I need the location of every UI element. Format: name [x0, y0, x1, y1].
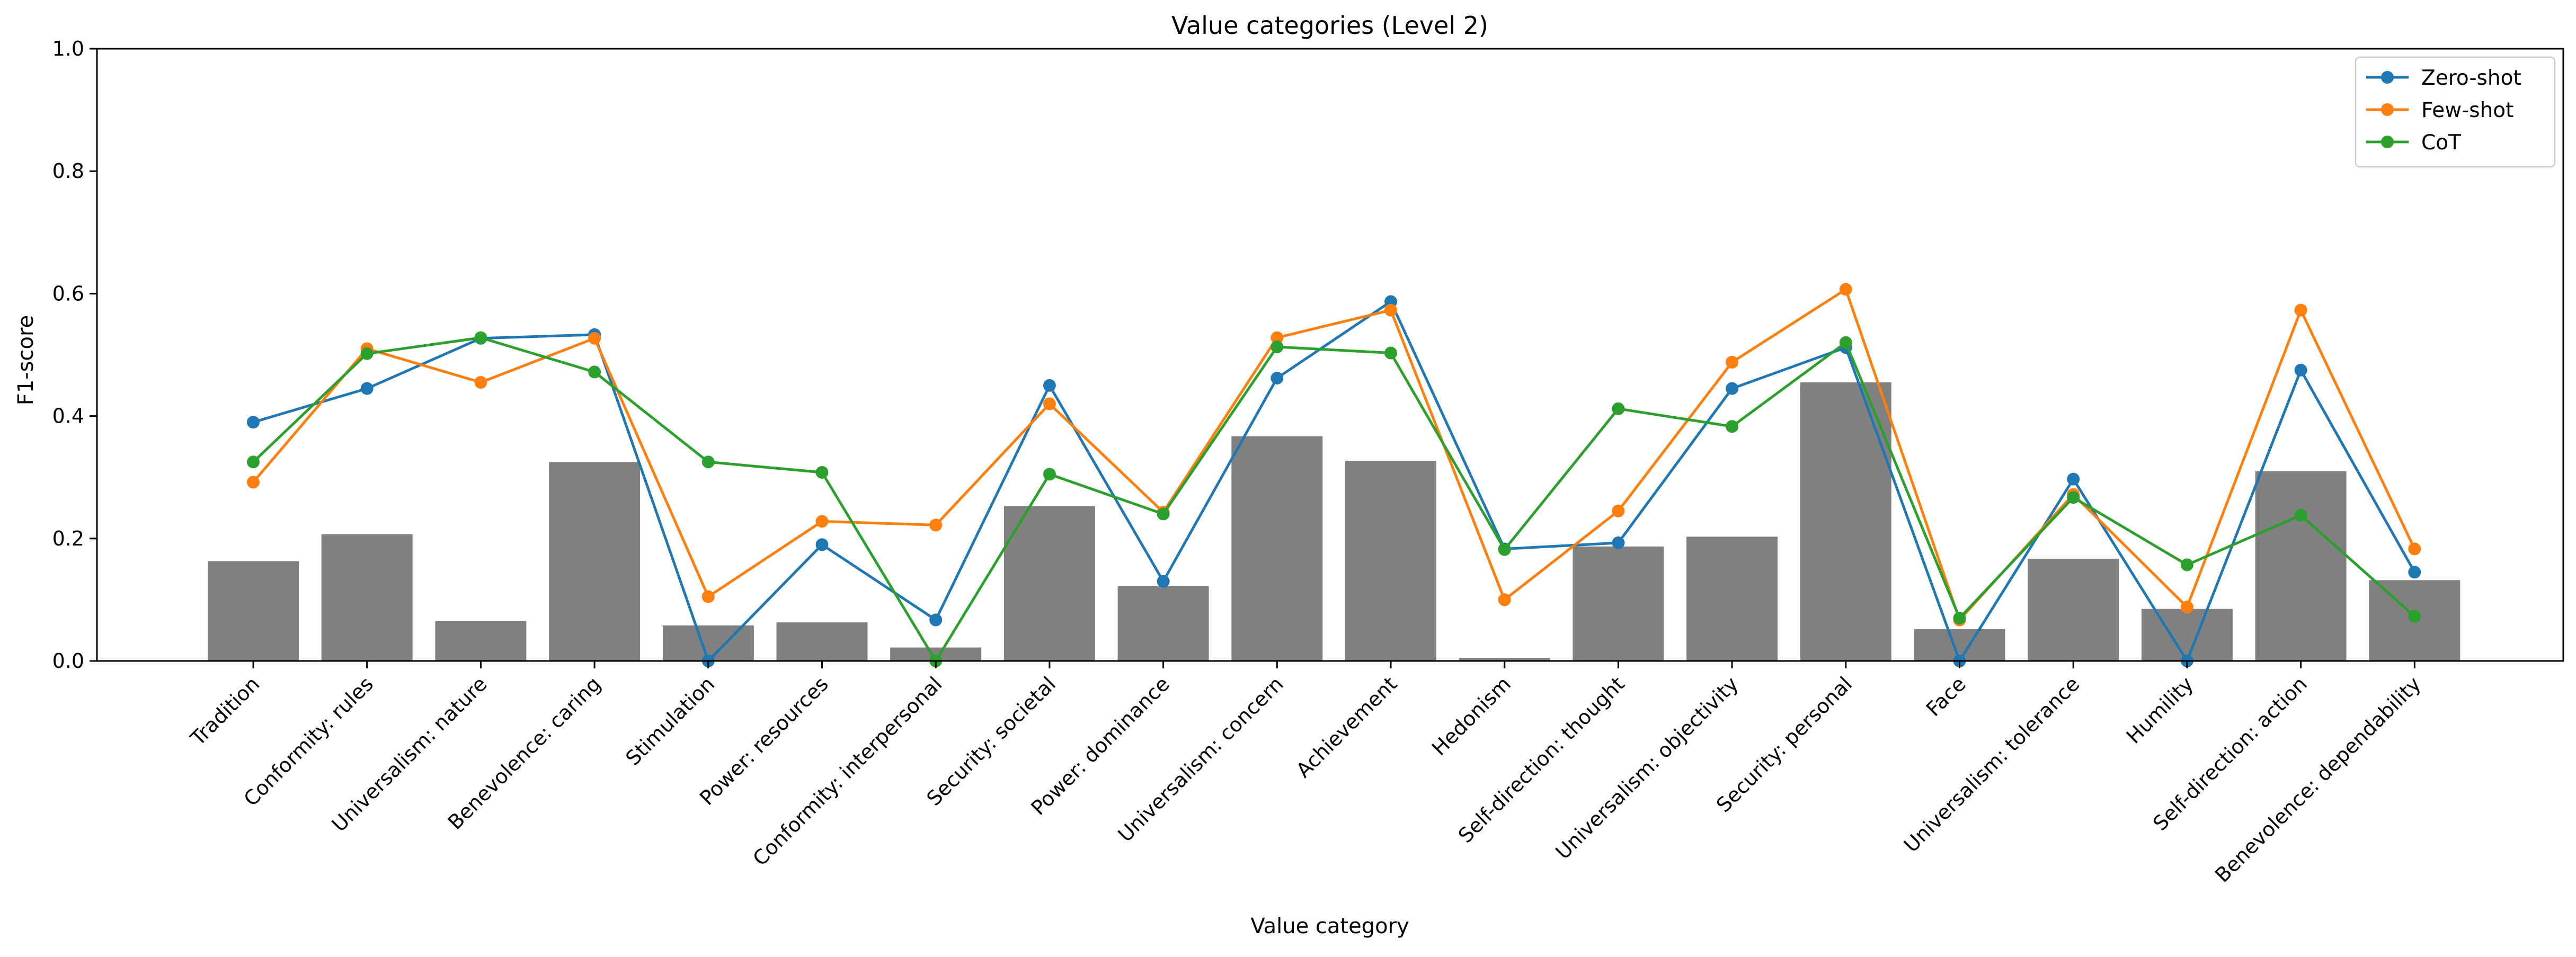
data-point	[1157, 507, 1170, 521]
data-point	[247, 455, 260, 469]
y-tick-label: 0.0	[52, 649, 84, 673]
data-point	[1839, 283, 1852, 296]
bar	[1459, 658, 1550, 661]
bar	[1117, 586, 1209, 661]
data-point	[929, 518, 943, 532]
chart-title: Value categories (Level 2)	[1171, 11, 1488, 40]
data-point	[1498, 593, 1511, 606]
legend-label: Few-shot	[2421, 99, 2513, 122]
y-tick-label: 0.2	[52, 527, 84, 550]
bar	[549, 462, 641, 661]
data-point	[474, 376, 487, 389]
legend-marker	[2381, 71, 2394, 84]
data-point	[2408, 566, 2421, 579]
data-point	[1612, 402, 1625, 415]
data-point	[815, 515, 829, 528]
x-axis-label: Value category	[1250, 914, 1409, 938]
data-point	[1498, 543, 1511, 556]
data-point	[247, 476, 260, 489]
data-point	[2180, 558, 2193, 571]
bar	[1003, 506, 1095, 661]
legend: Zero-shot Few-shot CoT	[2355, 56, 2556, 168]
y-tick-label: 0.6	[52, 282, 84, 305]
y-tick-label: 0.4	[52, 405, 84, 428]
data-point	[2294, 363, 2307, 377]
data-point	[815, 538, 829, 551]
data-point	[1043, 468, 1056, 481]
data-point	[2067, 491, 2080, 504]
data-point	[815, 466, 829, 479]
data-point	[360, 347, 374, 360]
data-point	[1271, 340, 1284, 353]
data-point	[1953, 612, 1966, 625]
bar	[2141, 609, 2233, 661]
data-point	[360, 382, 374, 395]
y-axis-label: F1-score	[14, 315, 38, 405]
legend-box	[2355, 56, 2556, 168]
data-point	[1726, 382, 1739, 395]
y-tick-label: 0.8	[52, 159, 84, 183]
data-point	[1271, 331, 1284, 344]
data-point	[1726, 355, 1739, 369]
data-point	[2408, 610, 2421, 623]
legend-marker	[2381, 103, 2394, 116]
data-point	[2067, 472, 2080, 486]
data-point	[701, 590, 715, 603]
data-point	[1726, 420, 1739, 433]
series-line-zero-shot	[252, 300, 2416, 663]
data-point	[588, 365, 601, 379]
bar	[776, 622, 868, 661]
data-point	[929, 613, 943, 627]
bar	[208, 561, 299, 661]
bar	[435, 621, 527, 661]
data-point	[1043, 379, 1056, 392]
data-point	[2294, 508, 2307, 522]
data-point	[2180, 601, 2193, 614]
legend-marker	[2381, 136, 2394, 148]
bar	[1686, 536, 1778, 661]
series-line-few-shot	[252, 288, 2416, 621]
bar	[321, 534, 413, 661]
data-point	[2408, 542, 2421, 556]
data-point	[1157, 575, 1170, 588]
data-point	[701, 455, 715, 469]
bar	[1573, 546, 1664, 661]
legend-label: Zero-shot	[2421, 66, 2521, 90]
data-point	[474, 331, 487, 344]
data-point	[588, 332, 601, 345]
data-point	[1612, 536, 1625, 549]
series-line-cot	[252, 336, 2416, 663]
bar	[2028, 558, 2119, 661]
lines-layer	[247, 283, 2421, 667]
data-point	[1043, 397, 1056, 410]
bar	[1231, 436, 1323, 661]
data-point	[2294, 303, 2307, 317]
y-tick-label: 1.0	[52, 37, 84, 60]
bar	[1800, 382, 1891, 661]
data-point	[1271, 371, 1284, 384]
data-point	[1839, 336, 1852, 349]
data-point	[1384, 346, 1397, 360]
bar	[1345, 460, 1436, 661]
legend-label: CoT	[2421, 131, 2461, 155]
bar	[2255, 471, 2347, 661]
data-point	[1612, 504, 1625, 517]
data-point	[247, 416, 260, 429]
data-point	[1384, 303, 1397, 317]
plot-frame	[96, 48, 2564, 662]
